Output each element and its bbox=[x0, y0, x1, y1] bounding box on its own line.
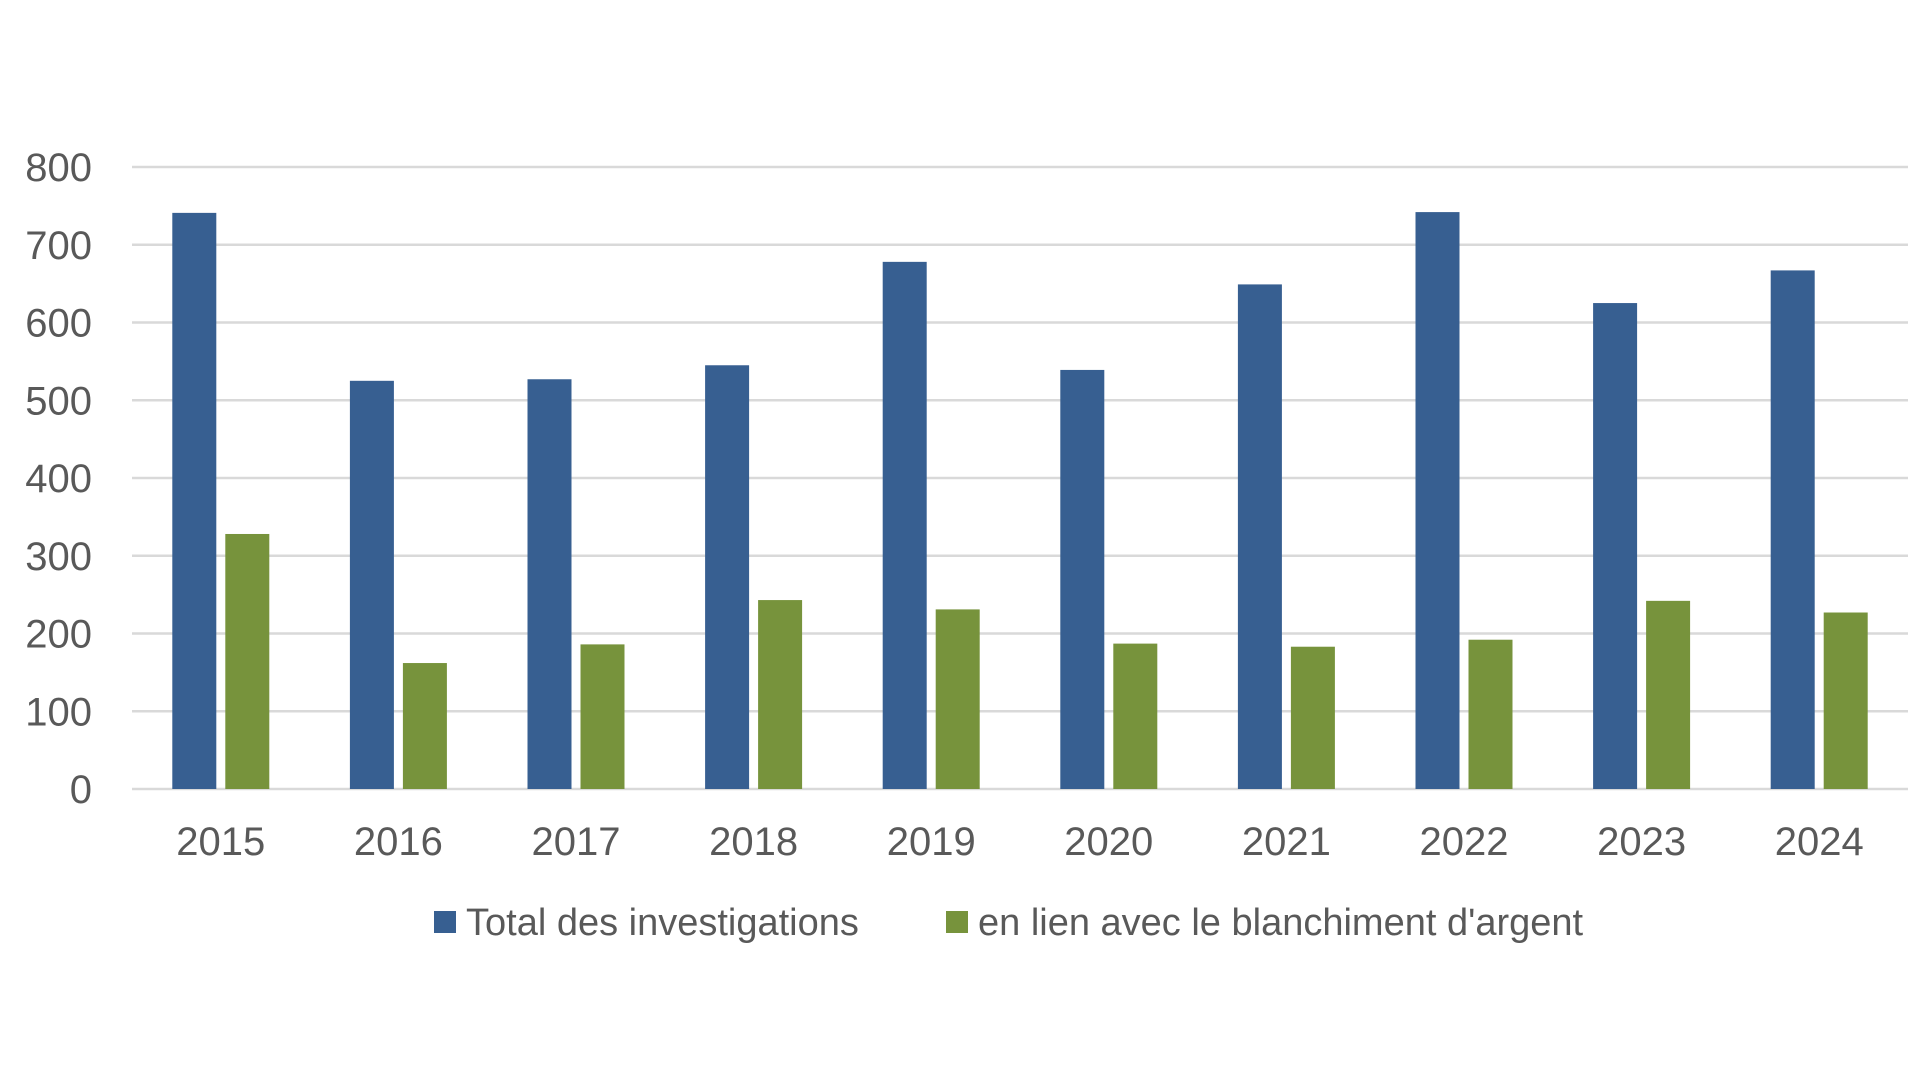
bar-total-2016 bbox=[349, 380, 394, 789]
y-tick-label: 200 bbox=[25, 613, 92, 657]
bars bbox=[172, 212, 1868, 790]
x-tick-label: 2023 bbox=[1597, 820, 1686, 864]
y-tick-label: 600 bbox=[25, 302, 92, 346]
legend-swatch-blanchiment bbox=[946, 911, 968, 933]
y-tick-label: 500 bbox=[25, 379, 92, 423]
x-tick-label: 2021 bbox=[1242, 820, 1331, 864]
bar-total-2019 bbox=[882, 261, 927, 790]
y-tick-label: 400 bbox=[25, 457, 92, 501]
bar-blanchiment-2019 bbox=[935, 609, 980, 789]
y-axis-ticks: 0 100 200 300 400 500 600 700 800 bbox=[25, 146, 92, 812]
y-tick-label: 0 bbox=[70, 768, 92, 812]
x-tick-label: 2018 bbox=[709, 820, 798, 864]
bar-total-2022 bbox=[1415, 212, 1460, 790]
bar-blanchiment-2015 bbox=[225, 533, 270, 789]
y-tick-label: 700 bbox=[25, 224, 92, 268]
bar-blanchiment-2017 bbox=[580, 644, 625, 789]
x-tick-label: 2019 bbox=[887, 820, 976, 864]
bar-total-2015 bbox=[172, 212, 217, 789]
x-tick-label: 2017 bbox=[532, 820, 621, 864]
bar-total-2020 bbox=[1060, 369, 1105, 789]
bar-blanchiment-2018 bbox=[758, 600, 803, 789]
bar-total-2023 bbox=[1593, 303, 1638, 789]
x-tick-label: 2015 bbox=[176, 820, 265, 864]
bar-total-2017 bbox=[527, 379, 572, 789]
bar-blanchiment-2020 bbox=[1113, 643, 1158, 789]
bar-total-2024 bbox=[1770, 270, 1815, 790]
y-tick-label: 800 bbox=[25, 146, 92, 190]
legend-label-total: Total des investigations bbox=[466, 902, 859, 944]
bar-blanchiment-2022 bbox=[1468, 639, 1513, 789]
legend-label-blanchiment: en lien avec le blanchiment d'argent bbox=[978, 902, 1584, 944]
x-tick-label: 2022 bbox=[1420, 820, 1509, 864]
bar-blanchiment-2023 bbox=[1646, 600, 1691, 789]
legend: Total des investigations en lien avec le … bbox=[434, 902, 1584, 944]
y-tick-label: 300 bbox=[25, 535, 92, 579]
x-tick-label: 2016 bbox=[354, 820, 443, 864]
bar-blanchiment-2021 bbox=[1290, 646, 1335, 789]
bar-total-2018 bbox=[705, 365, 750, 789]
y-tick-label: 100 bbox=[25, 690, 92, 734]
bar-total-2021 bbox=[1237, 284, 1282, 789]
x-tick-label: 2020 bbox=[1064, 820, 1153, 864]
bar-blanchiment-2016 bbox=[402, 663, 447, 789]
bar-blanchiment-2024 bbox=[1823, 612, 1868, 789]
gridlines bbox=[132, 165, 1908, 791]
legend-swatch-total bbox=[434, 911, 456, 933]
x-tick-label: 2024 bbox=[1775, 820, 1864, 864]
x-axis-ticks: 2015 2016 2017 2018 2019 2020 2021 2022 2023 2024 bbox=[176, 820, 1863, 864]
